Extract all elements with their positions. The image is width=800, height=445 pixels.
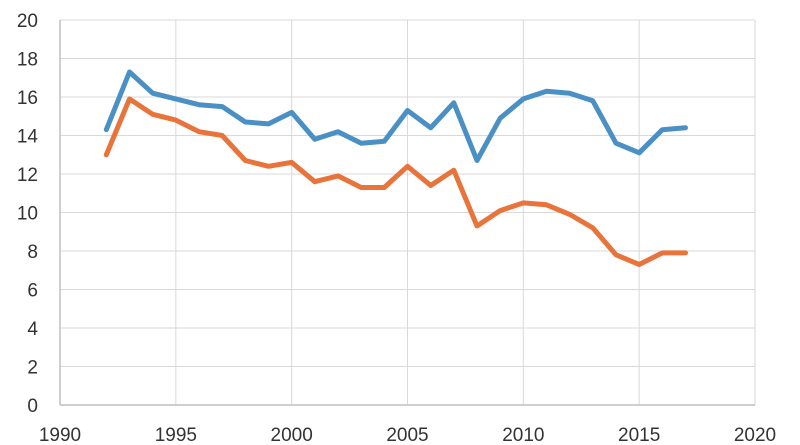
- x-tick-label-2000: 2000: [271, 425, 313, 445]
- x-tick-label-2015: 2015: [618, 425, 660, 445]
- x-tick-label-1990: 1990: [39, 425, 81, 445]
- series-lines: [103, 69, 688, 267]
- y-tick-label-2: 2: [27, 358, 38, 379]
- y-tick-label-20: 20: [17, 11, 38, 32]
- x-tick-label-2020: 2020: [734, 425, 776, 445]
- series-line-1: [103, 69, 688, 163]
- axes: [59, 20, 755, 406]
- gridlines: [60, 19, 756, 405]
- y-tick-label-8: 8: [27, 242, 38, 263]
- y-tick-label-18: 18: [17, 50, 38, 71]
- y-axis-tick-labels: 0 2 4 6 8 10 12 14 16 18 20: [17, 11, 39, 417]
- x-tick-label-2005: 2005: [386, 425, 428, 445]
- series-line-2: [103, 96, 688, 267]
- y-tick-label-0: 0: [27, 396, 38, 417]
- y-tick-label-14: 14: [17, 127, 39, 148]
- y-tick-label-6: 6: [27, 281, 38, 302]
- x-tick-label-1995: 1995: [155, 425, 197, 445]
- y-tick-label-12: 12: [17, 165, 38, 186]
- x-tick-label-2010: 2010: [502, 425, 544, 445]
- y-tick-label-10: 10: [17, 204, 38, 225]
- y-tick-label-4: 4: [27, 319, 38, 340]
- x-axis-tick-labels: 1990 1995 2000 2005 2010 2015 2020: [39, 425, 776, 445]
- y-tick-label-16: 16: [17, 88, 38, 109]
